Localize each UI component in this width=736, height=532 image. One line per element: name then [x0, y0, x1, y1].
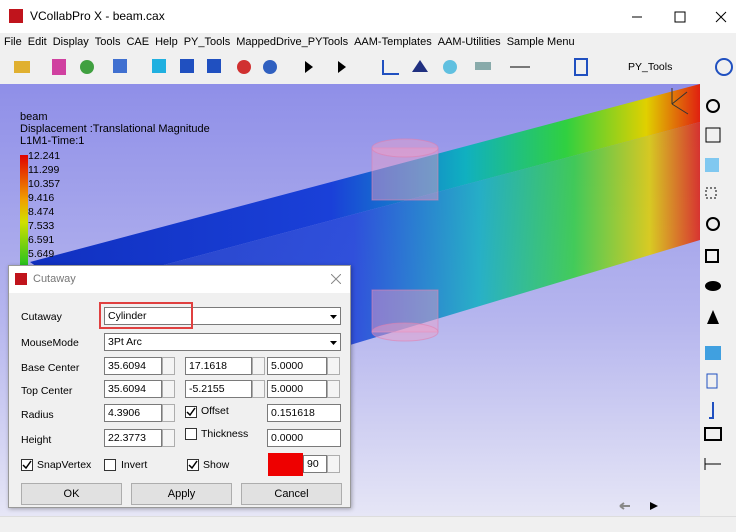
dialog-title: Cutaway	[33, 273, 76, 285]
status-bar	[0, 516, 736, 532]
checkbox-label: Show	[203, 459, 230, 471]
input[interactable]: -5.2155	[185, 380, 252, 398]
dialog-title-bar: Cutaway	[9, 266, 350, 293]
window-controls[interactable]	[620, 0, 736, 33]
legend-label: 8.474	[28, 206, 55, 218]
label: MouseMode	[21, 337, 79, 349]
triad	[671, 88, 689, 115]
label: Radius	[21, 409, 54, 421]
menu-item[interactable]: Tools	[94, 36, 121, 48]
ok-button[interactable]: OK	[21, 483, 122, 505]
checkbox[interactable]	[21, 459, 33, 471]
menu-item[interactable]: Help	[155, 36, 178, 48]
spinner[interactable]	[162, 404, 175, 422]
menu-item[interactable]: File	[4, 36, 22, 48]
dropdown-arrows	[330, 315, 337, 345]
app-icon	[9, 9, 23, 23]
checkbox-label: SnapVertex	[37, 459, 92, 471]
cylinder	[371, 138, 439, 342]
input[interactable]: 0.151618	[267, 404, 341, 422]
label: Height	[21, 434, 52, 446]
step-name: L1M1-Time:1	[20, 135, 85, 147]
close-button[interactable]	[331, 274, 341, 284]
checkbox-label: Offset	[201, 405, 229, 417]
spinner[interactable]	[327, 357, 340, 375]
menu-item[interactable]: PY_Tools	[183, 36, 231, 48]
spinner[interactable]	[252, 380, 265, 398]
input[interactable]: 0.0000	[267, 429, 341, 447]
legend-label: 11.299	[28, 164, 60, 176]
menu-item[interactable]: MappedDrive_PYTools	[236, 36, 349, 48]
input[interactable]: 35.6094	[104, 357, 162, 375]
menu-item[interactable]: AAM-Utilities	[437, 36, 501, 48]
side-toolbar	[700, 84, 736, 516]
checkbox[interactable]	[187, 459, 199, 471]
result-info: beam Displacement :Translational Magnitu…	[20, 111, 210, 147]
menu-item[interactable]: Display	[52, 36, 89, 48]
toolbar	[14, 58, 733, 76]
beam-top	[30, 84, 700, 290]
dialog-icon	[15, 273, 27, 285]
legend-bar	[20, 155, 28, 267]
model-name: beam	[20, 111, 48, 123]
menu-item[interactable]: AAM-Templates	[354, 36, 432, 48]
input[interactable]: 5.0000	[267, 380, 327, 398]
input[interactable]: 5.0000	[267, 357, 327, 375]
highlight	[99, 302, 193, 329]
input[interactable]: 90	[303, 455, 327, 473]
spinner[interactable]	[252, 357, 265, 375]
label: Cutaway	[21, 311, 62, 323]
spinner[interactable]	[327, 380, 340, 398]
legend-label: 5.649	[28, 248, 55, 260]
input[interactable]: 17.1618	[185, 357, 252, 375]
menu-bar: File Edit Display Tools CAE Help PY_Tools Mappe…	[4, 36, 581, 48]
input[interactable]: 35.6094	[104, 380, 162, 398]
checkbox[interactable]	[185, 428, 197, 440]
apply-button[interactable]: Apply	[131, 483, 232, 505]
menu-item[interactable]: Sample Menu	[506, 36, 575, 48]
label: Top Center	[21, 385, 73, 397]
cutaway-select[interactable]: Cylinder	[104, 307, 341, 325]
result-name: Displacement :Translational Magnitude	[20, 123, 210, 135]
spinner[interactable]	[327, 455, 340, 473]
checkbox-label: Thickness	[201, 428, 249, 440]
menu-item[interactable]: CAE	[126, 36, 150, 48]
toolbar-dropdown[interactable]: PY_Tools	[628, 61, 673, 73]
spinner[interactable]	[162, 429, 175, 447]
checkbox[interactable]	[104, 459, 116, 471]
window-title: VCollabPro X - beam.cax	[30, 9, 165, 23]
color-swatch[interactable]	[268, 453, 303, 476]
menu-item[interactable]: Edit	[27, 36, 47, 48]
checkbox[interactable]	[185, 406, 197, 418]
title-bar: VCollabPro X - beam.cax	[0, 0, 736, 33]
legend-label: 6.591	[28, 234, 55, 246]
input[interactable]: 22.3773	[104, 429, 162, 447]
mousemode-select[interactable]: 3Pt Arc	[104, 333, 341, 351]
legend-label: 10.357	[28, 178, 61, 190]
checkbox-label: Invert	[121, 459, 148, 471]
legend-label: 12.241	[28, 150, 61, 162]
spinner[interactable]	[162, 357, 175, 375]
cancel-button[interactable]: Cancel	[241, 483, 342, 505]
spinner[interactable]	[162, 380, 175, 398]
input[interactable]: 4.3906	[104, 404, 162, 422]
label: Base Center	[21, 362, 80, 374]
cutaway-dialog: Cutaway Cutaway Cylinder MouseMode 3Pt A…	[8, 265, 351, 508]
legend-label: 7.533	[28, 220, 55, 232]
legend-label: 9.416	[28, 192, 55, 204]
